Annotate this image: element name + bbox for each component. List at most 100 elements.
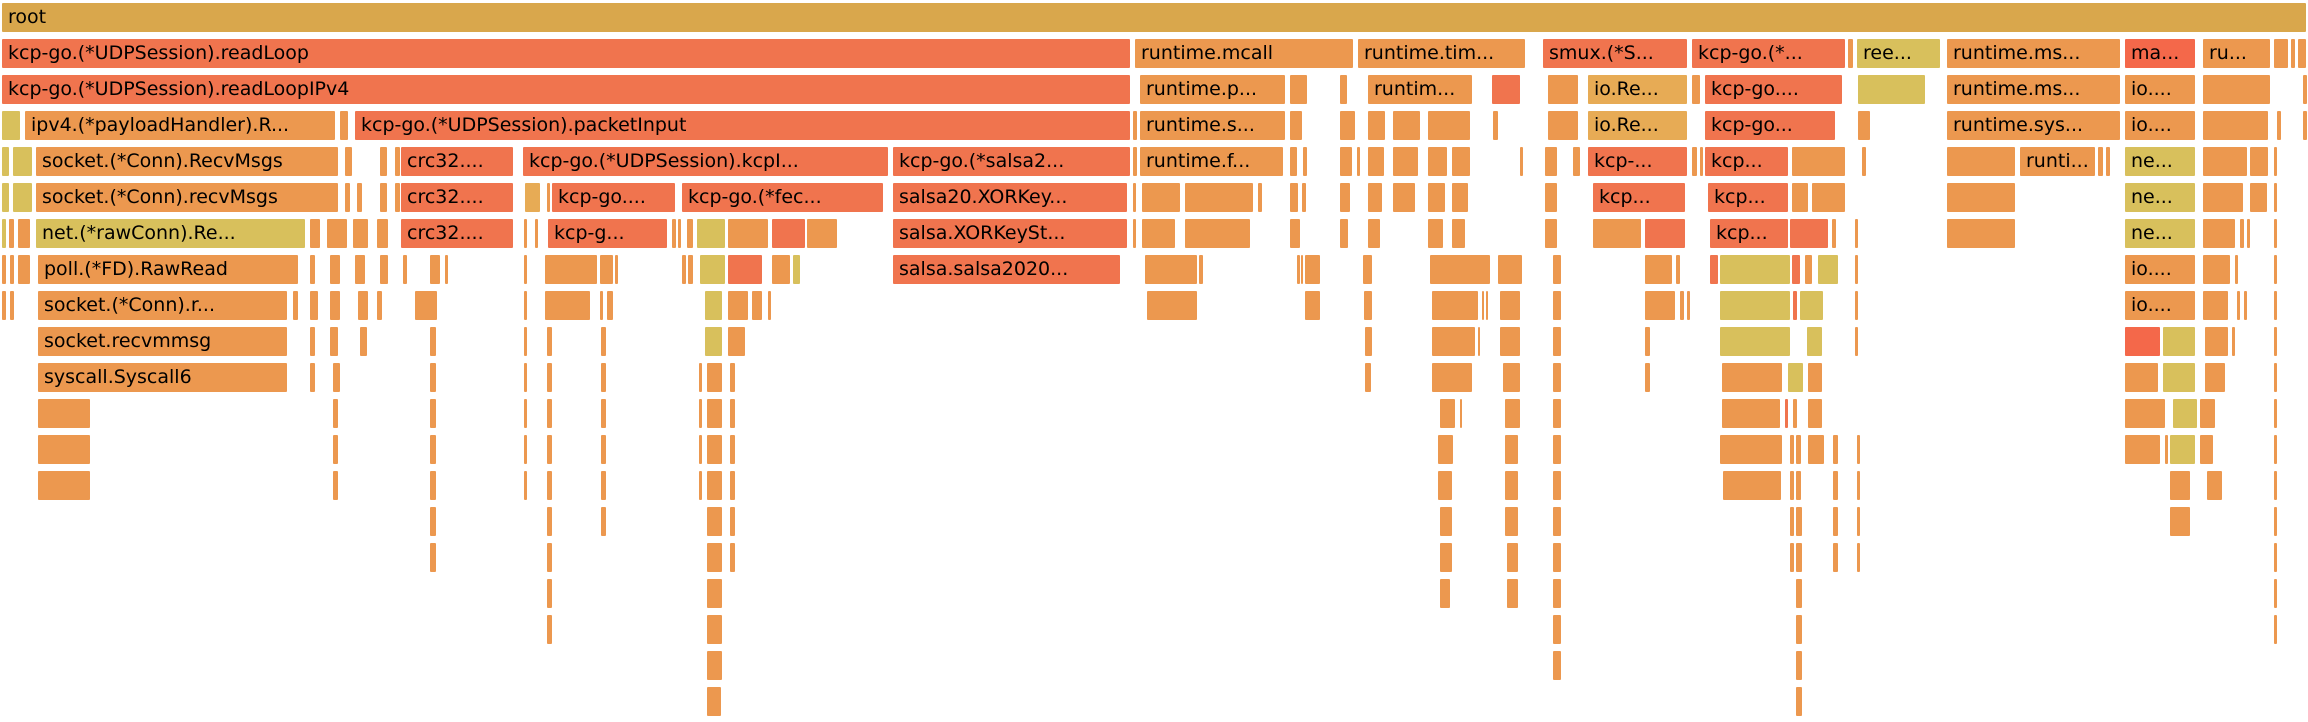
flame-frame-sliver[interactable] xyxy=(524,363,527,392)
flame-frame-sliver[interactable] xyxy=(601,507,606,536)
flame-frame-sliver[interactable] xyxy=(1290,183,1298,212)
flame-frame-sliver[interactable] xyxy=(2303,111,2307,140)
flame-frame-sliver[interactable] xyxy=(1855,291,1858,320)
flame-frame-sliver[interactable] xyxy=(1185,219,1250,248)
flame-frame-sliver[interactable] xyxy=(1796,507,1802,536)
flame-frame-sliver[interactable] xyxy=(310,219,320,248)
flame-frame-sliver[interactable] xyxy=(1142,219,1175,248)
flame-frame[interactable]: runtime.f... xyxy=(1140,147,1283,176)
flame-frame-sliver[interactable] xyxy=(2298,39,2306,68)
flame-frame-sliver[interactable] xyxy=(1133,219,1136,248)
flame-frame-sliver[interactable] xyxy=(2247,219,2250,248)
flame-frame-sliver[interactable] xyxy=(310,291,318,320)
flame-frame-sliver[interactable] xyxy=(1363,255,1372,284)
flame-frame[interactable]: kcp-go.... xyxy=(552,183,675,212)
flame-frame[interactable]: kcp-go.(*... xyxy=(1692,39,1845,68)
flame-frame-sliver[interactable] xyxy=(2250,183,2267,212)
flame-frame-sliver[interactable] xyxy=(357,183,362,212)
flame-frame-sliver[interactable] xyxy=(1430,255,1490,284)
flame-frame-sliver[interactable] xyxy=(1833,543,1838,572)
flame-frame-sliver[interactable] xyxy=(1857,471,1860,500)
flame-frame-sliver[interactable] xyxy=(547,507,552,536)
flame-frame-sliver[interactable] xyxy=(1790,435,1794,464)
flame-frame-sliver[interactable] xyxy=(2240,219,2244,248)
flame-frame-sliver[interactable] xyxy=(333,363,340,392)
flame-frame-sliver[interactable] xyxy=(699,363,702,392)
flame-frame-sliver[interactable] xyxy=(2244,291,2247,320)
flame-frame-sliver[interactable] xyxy=(547,543,552,572)
flame-frame-sliver[interactable] xyxy=(730,435,735,464)
flame-frame-sliver[interactable] xyxy=(1857,507,1860,536)
flame-frame-sliver[interactable] xyxy=(18,255,30,284)
flame-frame-sliver[interactable] xyxy=(1808,363,1822,392)
flame-frame-sliver[interactable] xyxy=(1428,147,1447,176)
flame-frame-sliver[interactable] xyxy=(707,363,722,392)
flame-frame-sliver[interactable] xyxy=(430,255,440,284)
flame-frame-sliver[interactable] xyxy=(768,291,771,320)
flame-frame-sliver[interactable] xyxy=(1947,219,2015,248)
flame-frame-sliver[interactable] xyxy=(2274,147,2277,176)
flame-frame-sliver[interactable] xyxy=(2274,327,2277,356)
flame-frame-sliver[interactable] xyxy=(1790,543,1794,572)
flame-frame-sliver[interactable] xyxy=(2,255,6,284)
flame-frame-sliver[interactable] xyxy=(730,543,735,572)
flame-frame[interactable]: socket.(*Conn).recvMsgs xyxy=(36,183,338,212)
flame-frame-sliver[interactable] xyxy=(772,255,790,284)
flame-frame-sliver[interactable] xyxy=(547,435,552,464)
flame-frame[interactable]: ne... xyxy=(2125,147,2195,176)
flame-frame-sliver[interactable] xyxy=(2125,399,2165,428)
flame-frame-sliver[interactable] xyxy=(2203,75,2270,104)
flame-frame-sliver[interactable] xyxy=(545,255,597,284)
flame-frame-sliver[interactable] xyxy=(1553,291,1561,320)
flame-frame-sliver[interactable] xyxy=(2106,147,2110,176)
flame-frame-sliver[interactable] xyxy=(2,291,6,320)
flame-frame[interactable]: kcp-go.... xyxy=(1705,75,1842,104)
flame-frame-sliver[interactable] xyxy=(2163,363,2195,392)
flame-frame-sliver[interactable] xyxy=(1855,327,1858,356)
flame-frame-sliver[interactable] xyxy=(353,219,368,248)
flame-frame-sliver[interactable] xyxy=(38,435,90,464)
flame-frame-sliver[interactable] xyxy=(355,255,365,284)
flame-frame-sliver[interactable] xyxy=(2203,147,2247,176)
flame-frame-sliver[interactable] xyxy=(333,471,338,500)
flame-frame-sliver[interactable] xyxy=(2235,255,2238,284)
flame-frame-sliver[interactable] xyxy=(1593,219,1641,248)
flame-frame-sliver[interactable] xyxy=(1493,111,1498,140)
flame-frame-sliver[interactable] xyxy=(1199,255,1203,284)
flame-frame-sliver[interactable] xyxy=(1548,75,1578,104)
flame-frame-sliver[interactable] xyxy=(2163,327,2195,356)
flame-frame-sliver[interactable] xyxy=(2203,219,2235,248)
flame-frame-sliver[interactable] xyxy=(10,291,14,320)
flame-frame-sliver[interactable] xyxy=(1796,543,1802,572)
flame-frame-sliver[interactable] xyxy=(358,291,368,320)
flame-frame-sliver[interactable] xyxy=(1340,183,1350,212)
flame-frame[interactable]: io.Re... xyxy=(1588,75,1687,104)
flame-frame-sliver[interactable] xyxy=(310,327,315,356)
flame-frame-sliver[interactable] xyxy=(1722,399,1780,428)
flame-frame-sliver[interactable] xyxy=(2274,39,2288,68)
flame-frame-sliver[interactable] xyxy=(1500,291,1520,320)
flame-frame-sliver[interactable] xyxy=(547,579,552,608)
flame-frame[interactable]: kcp-go.(*UDPSession).kcpI... xyxy=(523,147,888,176)
flame-frame-sliver[interactable] xyxy=(1548,111,1578,140)
flame-frame-sliver[interactable] xyxy=(2203,111,2268,140)
flame-frame-sliver[interactable] xyxy=(1428,111,1470,140)
flame-frame-sliver[interactable] xyxy=(1303,147,1307,176)
flame-frame-sliver[interactable] xyxy=(1792,183,1808,212)
flame-frame-sliver[interactable] xyxy=(524,435,527,464)
flame-frame-sliver[interactable] xyxy=(1796,615,1802,644)
flame-frame[interactable]: kcp... xyxy=(1593,183,1685,212)
flame-frame-sliver[interactable] xyxy=(699,399,702,428)
flame-frame-sliver[interactable] xyxy=(730,471,735,500)
flame-frame-sliver[interactable] xyxy=(1545,183,1557,212)
flame-frame-sliver[interactable] xyxy=(707,399,722,428)
flame-frame-sliver[interactable] xyxy=(380,183,387,212)
flame-frame-sliver[interactable] xyxy=(2203,183,2243,212)
flame-frame-sliver[interactable] xyxy=(1792,147,1845,176)
flame-frame-sliver[interactable] xyxy=(1796,651,1802,680)
flame-frame-sliver[interactable] xyxy=(1428,183,1445,212)
flame-frame-sliver[interactable] xyxy=(547,615,552,644)
flame-frame-sliver[interactable] xyxy=(9,219,14,248)
flame-frame-sliver[interactable] xyxy=(730,399,735,428)
flame-frame-sliver[interactable] xyxy=(524,327,527,356)
